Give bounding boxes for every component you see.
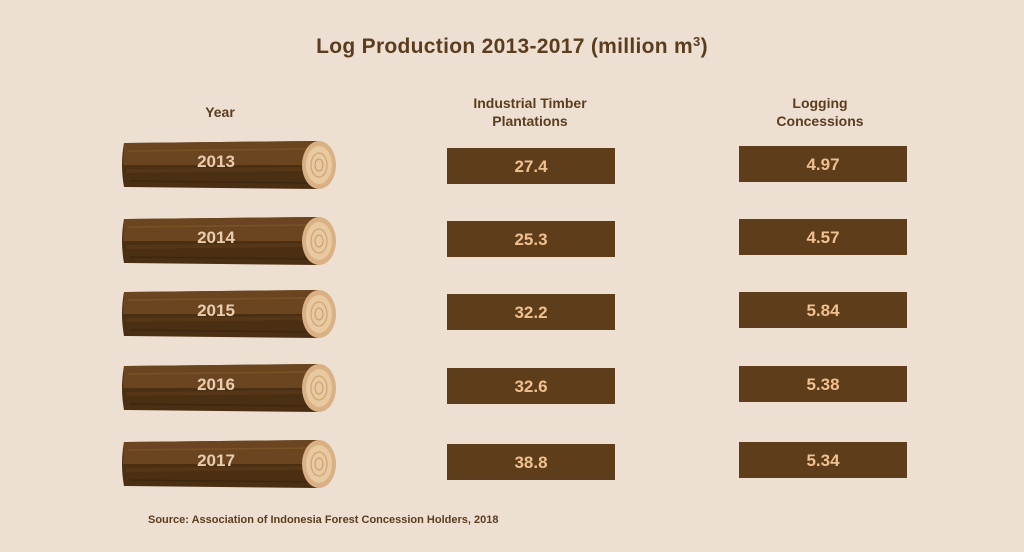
log-shape xyxy=(122,217,336,265)
log-year-2014: 2014 xyxy=(118,213,340,269)
log-shape xyxy=(122,440,336,488)
lc-value-2016: 5.38 xyxy=(739,366,907,402)
log-year-2017: 2017 xyxy=(118,436,340,492)
log-shape xyxy=(122,141,336,189)
header-logging-concessions: Logging Concessions xyxy=(776,95,864,129)
year-label: 2015 xyxy=(197,301,235,320)
source-note: Source: Association of Indonesia Forest … xyxy=(148,514,499,526)
itp-value-2015: 32.2 xyxy=(447,294,615,330)
lc-value-2013: 4.97 xyxy=(739,146,907,182)
itp-value-2013: 27.4 xyxy=(447,148,615,184)
lc-value-2014: 4.57 xyxy=(739,219,907,255)
log-year-2013: 2013 xyxy=(118,137,340,193)
header-year: Year xyxy=(205,104,235,120)
chart-title: Log Production 2013-2017 (million m3) xyxy=(316,34,708,58)
log-shape xyxy=(122,290,336,338)
year-label: 2014 xyxy=(197,228,235,247)
year-label: 2017 xyxy=(197,451,235,470)
header-industrial-timber-plantations: Industrial Timber Plantations xyxy=(473,95,587,129)
lc-value-2017: 5.34 xyxy=(739,442,907,478)
itp-value-2017: 38.8 xyxy=(447,444,615,480)
lc-value-2015: 5.84 xyxy=(739,292,907,328)
log-year-2016: 2016 xyxy=(118,360,340,416)
year-label: 2016 xyxy=(197,375,235,394)
year-label: 2013 xyxy=(197,152,235,171)
itp-value-2014: 25.3 xyxy=(447,221,615,257)
log-shape xyxy=(122,364,336,412)
log-year-2015: 2015 xyxy=(118,286,340,342)
itp-value-2016: 32.6 xyxy=(447,368,615,404)
